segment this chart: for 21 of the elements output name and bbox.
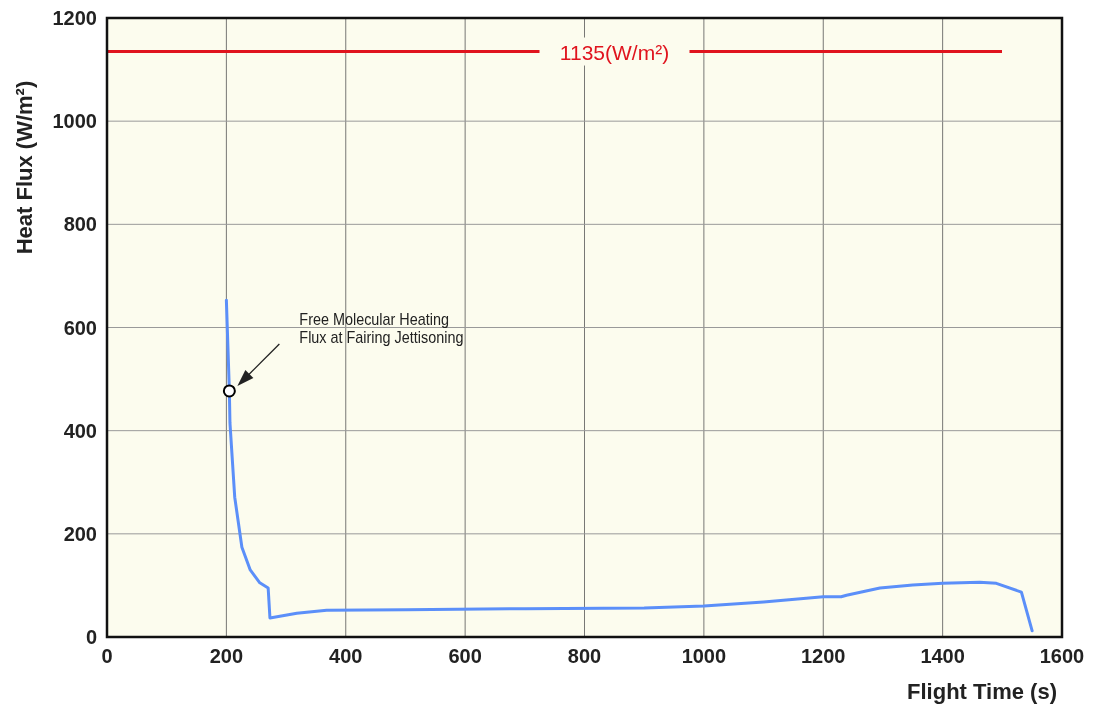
x-tick-label: 200 — [209, 645, 244, 667]
line-series — [224, 298, 1034, 633]
y-tick-label: 200 — [63, 522, 97, 545]
x-tick-label: 1600 — [1039, 645, 1085, 667]
y-axis-title: Heat Flux (W/m²) — [12, 80, 37, 255]
x-tick-label: 600 — [448, 645, 482, 667]
y-tick-label: 800 — [63, 213, 97, 236]
x-tick-label: 400 — [329, 645, 363, 667]
y-tick-label: 1200 — [52, 7, 97, 29]
x-axis-title: Flight Time (s) — [907, 679, 1057, 704]
x-tick-label: 1000 — [681, 645, 727, 667]
x-tick-label: 0 — [101, 645, 113, 667]
annotation: Free Molecular Heating Flux at Fairing Jettisoning — [299, 310, 464, 347]
y-tick-label: 1000 — [52, 110, 97, 133]
y-tick-label: 400 — [63, 419, 97, 442]
y-tick-label: 0 — [85, 626, 97, 648]
x-tick-label: 800 — [567, 645, 602, 667]
y-tick-label: 600 — [63, 316, 97, 339]
x-tick-label: 1400 — [920, 645, 965, 667]
ref-line-label: 1135(W/m²) — [559, 40, 670, 64]
x-tick-label: 1200 — [801, 645, 846, 667]
